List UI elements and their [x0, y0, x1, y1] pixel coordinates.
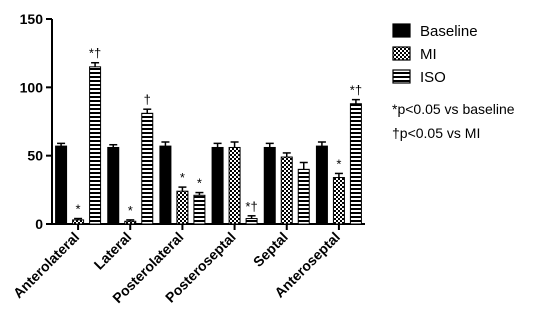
y-tick-label: 150: [20, 11, 44, 27]
legend-label: MI: [420, 46, 437, 63]
bar-mi: [124, 220, 137, 225]
bar-baseline: [159, 145, 172, 225]
legend-label: Baseline: [420, 23, 478, 40]
significance-marker: †: [144, 92, 151, 107]
legend: Baseline MI ISO *p<0.05 vs baseline †p<0.05 …: [392, 23, 515, 141]
bar-baseline: [107, 146, 120, 225]
bar-baseline: [211, 146, 224, 225]
significance-marker: *: [197, 176, 202, 191]
legend-swatch: [392, 23, 411, 38]
significance-marker: *: [180, 170, 185, 185]
bar-mi: [72, 219, 85, 225]
y-tick-label: 100: [20, 79, 44, 95]
bar-iso: [141, 112, 154, 225]
category-label: Septal: [250, 229, 291, 270]
significance-marker: *: [128, 203, 133, 218]
bars: **†*†* **†**†: [55, 46, 362, 225]
significance-marker: *: [76, 202, 81, 217]
bar-iso: [349, 103, 362, 225]
bar-mi: [332, 177, 345, 225]
y-tick-label: 0: [35, 216, 43, 232]
bar-iso: [193, 194, 206, 225]
bar-baseline: [55, 145, 68, 225]
bar-mi: [228, 146, 241, 225]
category-label: Anterolateral: [10, 229, 82, 301]
bar-baseline: [315, 145, 328, 225]
significance-marker: *†: [350, 83, 362, 98]
y-tick-label: 50: [27, 148, 43, 164]
significance-marker: *†: [245, 199, 257, 214]
bar-iso: [297, 168, 310, 225]
legend-swatch: [392, 46, 411, 61]
legend-label: ISO: [420, 69, 446, 86]
category-label: Lateral: [91, 229, 135, 273]
bar-mi: [280, 156, 293, 225]
bar-mi: [176, 190, 189, 225]
bar-iso: [89, 66, 102, 225]
legend-swatch: [392, 69, 411, 84]
significance-marker: *: [336, 156, 341, 171]
significance-note: †p<0.05 vs MI: [392, 125, 480, 141]
significance-marker: *†: [89, 46, 101, 61]
bar-iso: [245, 218, 258, 225]
bar-baseline: [263, 146, 276, 225]
significance-note: *p<0.05 vs baseline: [392, 101, 515, 117]
